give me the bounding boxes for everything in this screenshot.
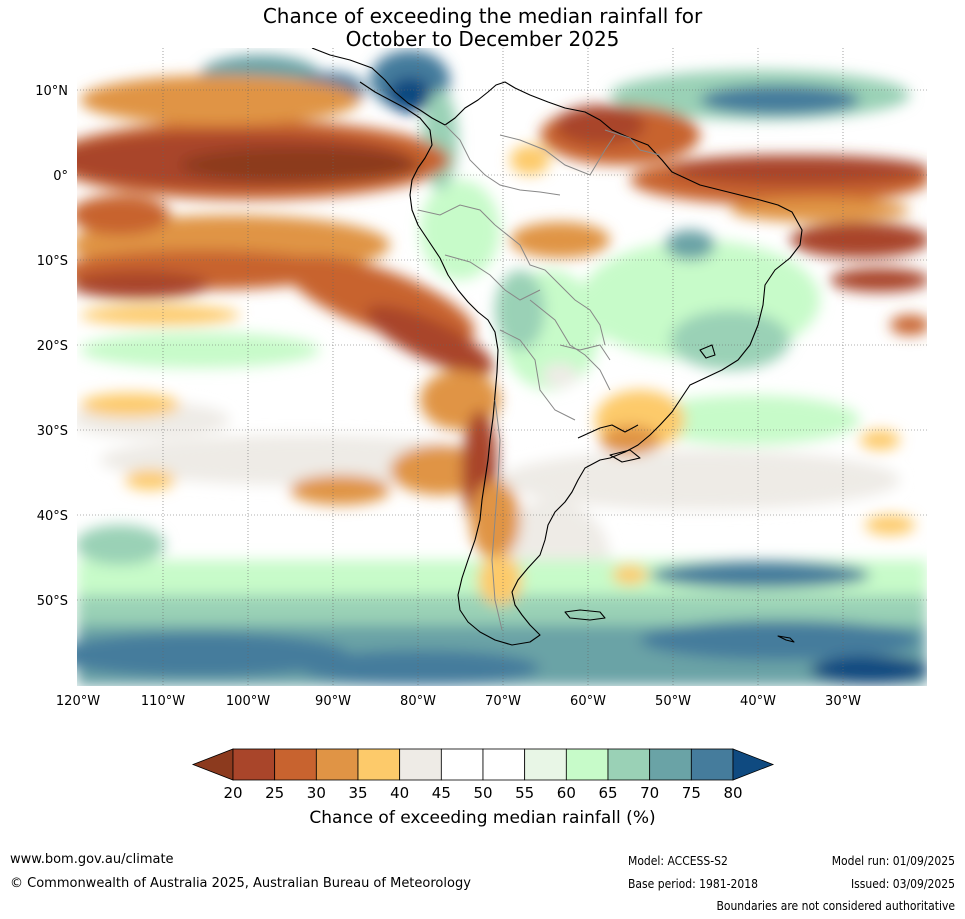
lon-label-90w: 90°W [315,694,351,709]
lat-label-10n: 10°N [35,84,68,99]
colorbar-tick-55: 55 [515,784,535,802]
colorbar-tick-70: 70 [640,784,660,802]
lon-label-30w: 30°W [825,694,861,709]
colorbar-bin-70-75 [649,748,692,781]
graticule [77,48,927,686]
colorbar-bin-25-30 [274,748,317,781]
colorbar-bin-65-70 [607,748,651,781]
lon-label-110w: 110°W [141,694,185,709]
colorbar-bin-75-80 [690,748,734,781]
lat-label-0: 0° [53,169,68,184]
colorbar-bin-60-65 [565,748,609,781]
model-name: Model: ACCESS-S2 [628,854,728,868]
longitude-labels: 120°W 110°W 100°W 90°W 80°W 70°W 60°W 50… [56,694,861,709]
lon-label-80w: 80°W [400,694,436,709]
colorbar-under-arrow [191,748,234,781]
lon-label-70w: 70°W [485,694,521,709]
copyright-text: © Commonwealth of Australia 2025, Austra… [10,876,471,891]
lat-label-10s: 10°S [37,254,68,269]
colorbar-tick-65: 65 [598,784,618,802]
colorbar-bin-30-35 [315,748,359,781]
colorbar-bin-35-40 [357,748,401,781]
lon-label-40w: 40°W [740,694,776,709]
website-link[interactable]: www.bom.gov.au/climate [10,852,174,867]
colorbar-tick-40: 40 [390,784,410,802]
colorbar-title: Chance of exceeding median rainfall (%) [309,808,656,828]
colorbar-bin-20-25 [232,748,276,781]
lon-label-50w: 50°W [655,694,691,709]
base-period: Base period: 1981-2018 [628,877,759,891]
colorbar-tick-30: 30 [306,784,326,802]
latitude-labels: 10°N 0° 10°S 20°S 30°S 40°S 50°S [35,84,68,609]
colorbar-tick-50: 50 [473,784,493,802]
boundaries-disclaimer: Boundaries are not considered authoritat… [716,899,955,913]
colorbar-over-arrow [732,748,775,781]
colorbar-bin-50-55 [482,748,526,781]
lat-label-40s: 40°S [37,509,68,524]
lat-label-30s: 30°S [37,424,68,439]
rainfall-field [77,48,927,686]
map-title-line2: October to December 2025 [345,27,620,51]
lat-label-50s: 50°S [37,594,68,609]
lon-label-120w: 120°W [56,694,100,709]
colorbar-bin-55-60 [524,748,567,781]
colorbar-tick-35: 35 [348,784,368,802]
map-title-line1: Chance of exceeding the median rainfall … [262,4,703,28]
country-boundaries [417,124,661,631]
lon-label-60w: 60°W [570,694,606,709]
issued-date: Issued: 03/09/2025 [850,877,955,891]
colorbar-tick-80: 80 [723,784,743,802]
colorbar-tick-45: 45 [431,784,451,802]
colorbar-tick-75: 75 [681,784,701,802]
coastlines [311,48,803,646]
colorbar-tick-60: 60 [556,784,576,802]
colorbar-bin-45-50 [440,748,484,781]
model-run-date: Model run: 01/09/2025 [831,854,955,868]
colorbar-tick-20: 20 [223,784,243,802]
colorbar [191,748,775,781]
colorbar-tick-25: 25 [265,784,285,802]
lon-label-100w: 100°W [226,694,270,709]
colorbar-bin-40-45 [399,748,442,781]
lat-label-20s: 20°S [37,339,68,354]
